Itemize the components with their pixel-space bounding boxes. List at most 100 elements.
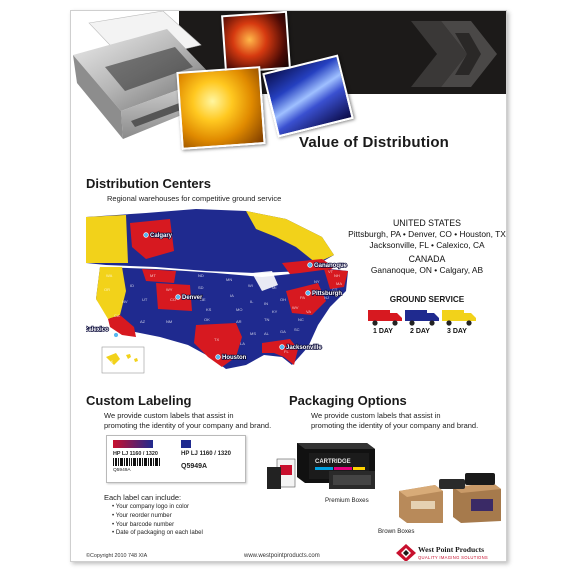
city-label-denver: Denver	[182, 295, 203, 301]
state-label: KY	[272, 309, 278, 314]
packaging-desc-line-1: We provide custom labels that assist in	[311, 411, 441, 420]
montana-region	[142, 269, 176, 283]
label-left-sku: Q5949A	[113, 468, 131, 474]
label-left-text: HP LJ 1160 / 1320 Q5949A	[113, 451, 163, 474]
custom-desc-line-1: We provide custom labels that assist in	[104, 411, 234, 420]
state-label: LA	[240, 341, 245, 346]
state-label: MI	[272, 285, 276, 290]
state-label: IA	[230, 293, 234, 298]
state-label: NH	[334, 273, 340, 278]
footer-url[interactable]: www.westpointproducts.com	[244, 553, 320, 559]
custom-labeling-desc: We provide custom labels that assist in …	[104, 411, 271, 430]
city-label-jacksonville: Jacksonville	[286, 345, 322, 351]
list-item: Date of packaging on each label	[112, 529, 203, 538]
state-label: AK	[108, 359, 114, 364]
header-banner	[71, 11, 506, 150]
state-label: CT	[332, 287, 338, 292]
brand-name: West Point Products	[418, 545, 485, 554]
state-label: WV	[292, 305, 299, 310]
city-marker-pittsburgh	[305, 290, 311, 296]
state-label: CO	[170, 297, 176, 302]
state-label: OR	[104, 287, 110, 292]
distribution-subtitle: Regional warehouses for competitive grou…	[107, 194, 282, 203]
city-label-gananoque: Gananoque	[314, 263, 348, 269]
label-list-heading: Each label can include:	[104, 493, 182, 502]
state-label: CA	[114, 313, 120, 318]
barcode-icon	[113, 457, 160, 466]
brown-boxes-caption: Brown Boxes	[378, 528, 415, 535]
state-label: AL	[264, 331, 270, 336]
custom-labeling-heading: Custom Labeling	[86, 393, 192, 408]
premium-boxes-image: CARTRIDGE	[267, 443, 375, 489]
jacksonville-region	[262, 339, 298, 365]
us-line-2: Jacksonville, FL • Calexico, CA	[369, 240, 485, 250]
state-label: MA	[336, 281, 342, 286]
california-region	[108, 315, 136, 337]
state-label: WA	[106, 273, 113, 278]
us-line-1: Pittsburgh, PA • Denver, CO • Houston, T…	[348, 229, 506, 239]
footer-copyright: ©Copyright 2010 748 XIA	[86, 553, 148, 559]
new-england-region	[324, 269, 348, 289]
alberta-region	[130, 219, 174, 259]
distribution-centers-heading: Distribution Centers	[86, 176, 211, 191]
state-label: SD	[198, 285, 204, 290]
state-label: WY	[166, 287, 173, 292]
locations-list: UNITED STATES Pittsburgh, PA • Denver, C…	[347, 218, 506, 276]
page-title: Value of Distribution	[299, 134, 450, 151]
ground-2-day-label: 2 DAY	[410, 328, 430, 335]
photo-fire	[221, 11, 291, 74]
chevron-logo-icon	[411, 21, 497, 87]
packaging-desc: We provide custom labels that assist in …	[311, 411, 478, 430]
city-label-houston: Houston	[222, 355, 247, 361]
state-label: GA	[280, 329, 286, 334]
city-label-calexico: Calexico	[86, 327, 109, 333]
state-label: KS	[206, 307, 212, 312]
state-label: AZ	[140, 319, 146, 324]
state-label: UT	[142, 297, 148, 302]
brand-tagline: QUALITY IMAGING SOLUTIONS	[418, 555, 489, 560]
city-marker-houston	[215, 354, 221, 360]
list-item: Your company logo in color	[112, 503, 203, 512]
label-features-list: Your company logo in color Your reorder …	[112, 503, 203, 538]
ground-service-heading: GROUND SERVICE	[389, 295, 465, 304]
state-label: MN	[226, 277, 232, 282]
premium-box-text: CARTRIDGE	[315, 459, 351, 465]
canada-line-1: Gananoque, ON • Calgary, AB	[370, 265, 484, 275]
state-label: OH	[280, 297, 286, 302]
packaging-options-heading: Packaging Options	[289, 393, 407, 408]
state-label: TN	[264, 317, 269, 322]
state-label: IN	[264, 301, 268, 306]
packaging-desc-line-2: promoting the identity of your company a…	[311, 420, 479, 430]
denver-region	[156, 283, 192, 311]
state-label: VA	[306, 309, 311, 314]
list-item: Your reorder number	[112, 512, 203, 521]
custom-desc-line-2: promoting the identity of your company a…	[104, 420, 272, 430]
state-label: NC	[298, 317, 304, 322]
state-label: MO	[236, 307, 242, 312]
state-label: OK	[204, 317, 210, 322]
ground-3-day-label: 3 DAY	[447, 328, 467, 335]
label-logo-left	[113, 440, 153, 448]
state-label: NE	[200, 297, 206, 302]
label-right-text: HP LJ 1160 / 1320 Q5949A	[181, 451, 231, 470]
distribution-map: WA OR ID MT ND MN WI MI WY SD NE IA IL I…	[86, 209, 348, 374]
sample-label: HP LJ 1160 / 1320 Q5949A HP LJ 1160 / 13…	[106, 435, 246, 483]
west-point-logo: West Point Products QUALITY IMAGING SOLU…	[392, 543, 506, 561]
state-label: SC	[294, 327, 300, 332]
state-label: FL	[284, 349, 289, 354]
city-marker-gananoque	[307, 262, 313, 268]
west-coast-region	[96, 267, 126, 319]
canada-west-region	[86, 215, 128, 263]
label-right-sku: Q5949A	[181, 462, 208, 470]
city-marker-calgary	[143, 232, 149, 238]
us-heading: UNITED STATES	[392, 218, 462, 228]
pittsburgh-region	[286, 283, 326, 315]
state-label: ND	[198, 273, 204, 278]
truck-yellow-icon	[442, 310, 476, 326]
label-right-model: HP LJ 1160 / 1320	[181, 451, 231, 457]
list-item: Your barcode number	[112, 521, 203, 530]
state-label: NY	[314, 279, 320, 284]
premium-boxes-caption: Premium Boxes	[325, 497, 369, 504]
city-label-pittsburgh: Pittsburgh	[312, 291, 342, 297]
photo-yellow-flower	[176, 66, 266, 150]
